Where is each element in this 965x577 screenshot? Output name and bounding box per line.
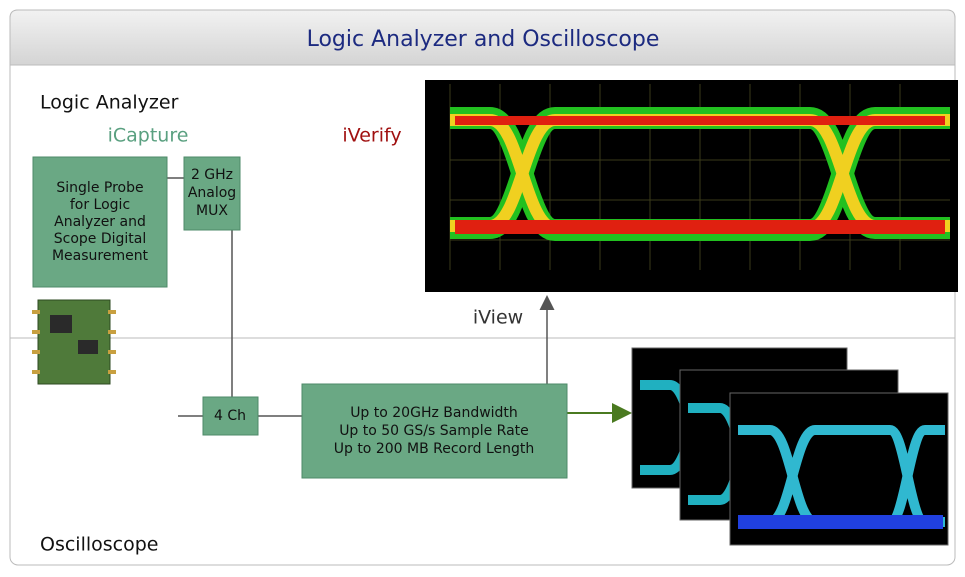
node-text: 4 Ch — [214, 408, 246, 424]
node-text: MUX — [196, 203, 228, 219]
node-text: 2 GHz — [191, 167, 233, 183]
node-text: for Logic — [70, 197, 130, 213]
node-text: Measurement — [52, 248, 149, 264]
probe-board — [32, 300, 116, 384]
label: iView — [473, 307, 523, 329]
node-text: Scope Digital — [54, 231, 147, 247]
node-text: Analyzer and — [54, 214, 146, 230]
diagram: Logic Analyzer and Oscilloscope Logic An… — [0, 0, 965, 573]
eye-diagram — [425, 80, 958, 292]
label: iCapture — [108, 125, 189, 147]
section-label: Oscilloscope — [40, 534, 158, 556]
node-text: Up to 20GHz Bandwidth — [350, 405, 518, 421]
node-text: Analog — [188, 185, 236, 201]
node-text: Single Probe — [56, 180, 143, 196]
label: iVerify — [342, 125, 401, 147]
section-label: Logic Analyzer — [40, 92, 179, 114]
node-text: Up to 50 GS/s Sample Rate — [339, 423, 529, 439]
title: Logic Analyzer and Oscilloscope — [307, 27, 660, 52]
page: Logic Analyzer and Oscilloscope Logic An… — [0, 0, 965, 573]
node-text: Up to 200 MB Record Length — [334, 441, 535, 457]
